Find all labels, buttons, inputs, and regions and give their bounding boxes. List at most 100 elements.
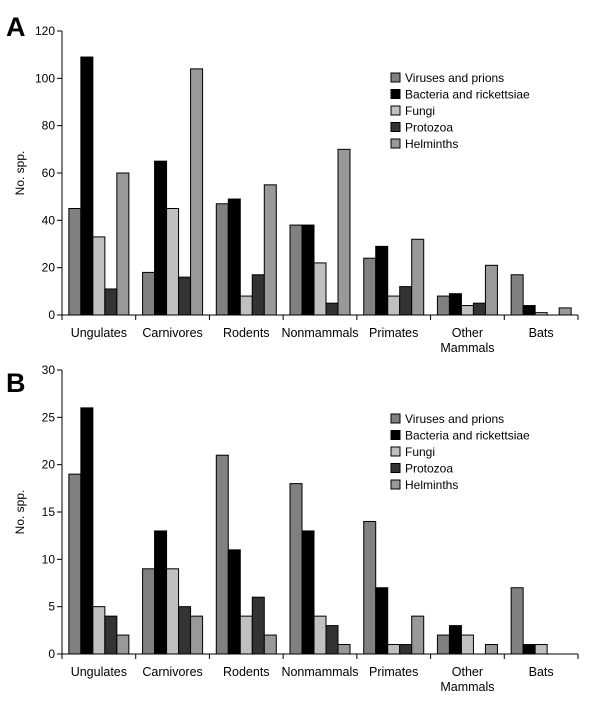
bar	[69, 209, 81, 316]
x-tick-label: Rodents	[223, 326, 270, 340]
y-tick-label: 40	[42, 213, 56, 227]
x-tick-label: Other Mammals	[440, 665, 494, 694]
x-tick-label: Ungulates	[71, 665, 127, 679]
legend-label: Helminths	[405, 137, 458, 151]
bar	[167, 209, 179, 316]
legend-swatch	[391, 123, 400, 132]
legend-label: Fungi	[405, 445, 435, 459]
bar	[105, 289, 117, 315]
bar	[93, 237, 105, 315]
figure: ANo. spp.020406080100120Ungulates Carnivo…	[0, 0, 600, 709]
bar	[376, 588, 388, 654]
x-tick-label: Nonmammals	[281, 665, 358, 679]
legend-label: Helminths	[405, 478, 458, 492]
bar	[252, 597, 264, 654]
bar	[143, 272, 155, 315]
bar	[364, 521, 376, 654]
bar	[535, 645, 547, 654]
panel-label: B	[6, 368, 26, 398]
x-tick-label: Rodents	[223, 665, 270, 679]
bar	[559, 308, 571, 315]
bar	[511, 275, 523, 315]
chart-panel-b: B No. spp. 0 5 10 15 20 25 30 Ungulates Carnivores…	[6, 363, 578, 694]
x-tick-label: Carnivores	[142, 665, 202, 679]
y-tick-label: 30	[42, 363, 56, 377]
bar	[400, 645, 412, 654]
bar	[216, 455, 228, 654]
bar	[240, 296, 252, 315]
legend-swatch	[391, 447, 400, 456]
bar	[461, 635, 473, 654]
bar	[338, 149, 350, 315]
y-tick-label: 25	[42, 410, 56, 424]
y-tick-label: 15	[42, 505, 56, 519]
x-tick-label: Ungulates	[71, 326, 127, 340]
bar	[400, 287, 412, 315]
legend-label: Protozoa	[405, 121, 453, 135]
y-tick-label: 20	[42, 458, 56, 472]
bar	[228, 550, 240, 654]
bar	[191, 69, 203, 315]
y-tick-label: 0	[48, 647, 55, 661]
y-tick-label: 10	[42, 552, 56, 566]
y-tick-label: 20	[42, 261, 56, 275]
x-tick-label: Other Mammals	[440, 326, 494, 355]
legend-label: Bacteria and rickettsiae	[405, 88, 530, 102]
bar	[437, 296, 449, 315]
bar	[412, 616, 424, 654]
bar	[388, 645, 400, 654]
bar	[155, 161, 167, 315]
bar	[326, 626, 338, 654]
bar	[290, 225, 302, 315]
legend-swatch	[391, 431, 400, 440]
bar	[473, 303, 485, 315]
y-tick-label: 5	[48, 600, 55, 614]
bar	[302, 225, 314, 315]
legend-swatch	[391, 464, 400, 473]
bar	[179, 277, 191, 315]
bar	[117, 173, 129, 315]
bar	[523, 645, 535, 654]
x-tick-label: Primates	[369, 326, 418, 340]
bar	[449, 294, 461, 315]
y-tick-label: 120	[35, 24, 55, 38]
bar	[81, 57, 93, 315]
bar	[449, 626, 461, 654]
bar	[388, 296, 400, 315]
bar	[314, 263, 326, 315]
bar	[302, 531, 314, 654]
bar	[216, 204, 228, 315]
legend-swatch	[391, 480, 400, 489]
bar	[511, 588, 523, 654]
chart-panel-a: A No. spp. 0 20 40 60 80 100 120 Ungulates Carnivo…	[6, 12, 578, 355]
bar	[485, 645, 497, 654]
x-tick-label: Bats	[529, 326, 554, 340]
panel-label: A	[6, 12, 26, 42]
bar	[117, 635, 129, 654]
y-tick-label: 60	[42, 166, 56, 180]
bar	[69, 474, 81, 654]
bar	[535, 313, 547, 315]
bar	[143, 569, 155, 654]
legend-swatch	[391, 414, 400, 423]
bar	[338, 645, 350, 654]
x-tick-label: Nonmammals	[281, 326, 358, 340]
bar	[412, 239, 424, 315]
bar	[437, 635, 449, 654]
legend-swatch	[391, 139, 400, 148]
bar	[264, 635, 276, 654]
bar	[314, 616, 326, 654]
bar	[228, 199, 240, 315]
y-tick-label: 0	[48, 308, 55, 322]
y-tick-label: 100	[35, 71, 55, 85]
x-tick-label: Carnivores	[142, 326, 202, 340]
bar	[240, 616, 252, 654]
legend-label: Viruses and prions	[405, 71, 504, 85]
legend-label: Protozoa	[405, 462, 453, 476]
legend-swatch	[391, 106, 400, 115]
legend-label: Fungi	[405, 104, 435, 118]
bar	[461, 306, 473, 315]
bar	[179, 607, 191, 654]
y-tick-label: 80	[42, 119, 56, 133]
x-tick-label: Bats	[529, 665, 554, 679]
